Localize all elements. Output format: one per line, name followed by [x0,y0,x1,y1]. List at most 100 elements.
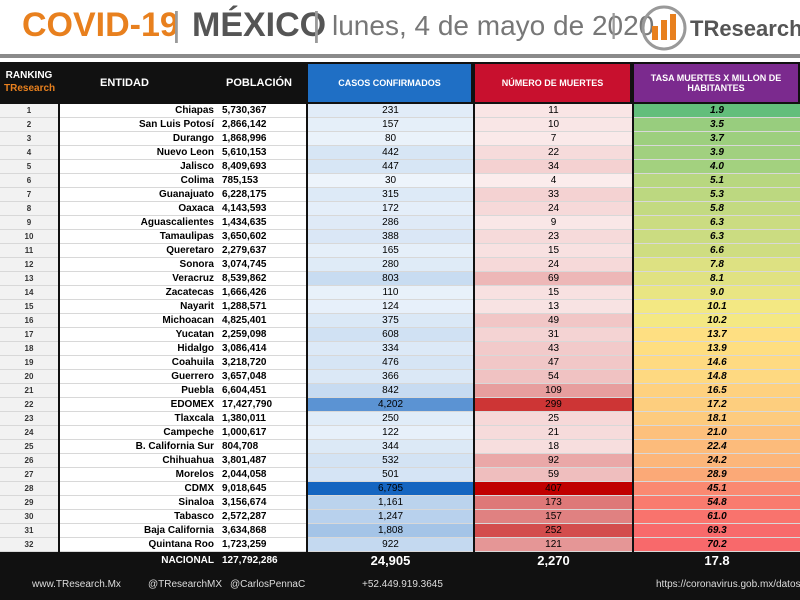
rate: 6.6 [634,244,800,258]
deaths: 25 [475,412,632,426]
state: Baja California [60,524,218,538]
population: 2,572,287 [218,510,306,524]
deaths: 4 [475,174,632,188]
rate: 18.1 [634,412,800,426]
state: Michoacan [60,314,218,328]
deaths: 18 [475,440,632,454]
rank: 9 [0,216,58,230]
cases: 334 [308,342,473,356]
state: Queretaro [60,244,218,258]
population: 1,434,635 [218,216,306,230]
population: 3,156,674 [218,496,306,510]
deaths: 47 [475,356,632,370]
rank: 17 [0,328,58,342]
population: 785,153 [218,174,306,188]
population: 2,279,637 [218,244,306,258]
state: Tabasco [60,510,218,524]
rate: 5.1 [634,174,800,188]
rank: 14 [0,286,58,300]
deaths: 24 [475,202,632,216]
state: Yucatan [60,328,218,342]
state: Colima [60,174,218,188]
rate: 22.4 [634,440,800,454]
rank: 25 [0,440,58,454]
state: Campeche [60,426,218,440]
state: Coahuila [60,356,218,370]
logo-icon [641,5,687,51]
deaths: 15 [475,286,632,300]
separator: | [610,8,618,39]
state: CDMX [60,482,218,496]
rate: 7.8 [634,258,800,272]
column-header: POBLACIÓN [218,64,304,102]
rank: 21 [0,384,58,398]
rate: 10.1 [634,300,800,314]
population: 5,730,367 [218,104,306,118]
deaths: 407 [475,482,632,496]
rank: 3 [0,132,58,146]
rate: 13.9 [634,342,800,356]
cases: 375 [308,314,473,328]
cases: 532 [308,454,473,468]
deaths: 157 [475,510,632,524]
state: Aguascalientes [60,216,218,230]
deaths: 92 [475,454,632,468]
state: Sinaloa [60,496,218,510]
cases: 366 [308,370,473,384]
rate: 21.0 [634,426,800,440]
column-header: RANKING [0,64,58,102]
rate: 3.5 [634,118,800,132]
cases: 803 [308,272,473,286]
rate: 5.3 [634,188,800,202]
separator: | [172,6,181,44]
footer-handle: @CarlosPennaC [230,579,306,590]
cases: 1,808 [308,524,473,538]
rank: 2 [0,118,58,132]
rate: 45.1 [634,482,800,496]
rate: 54.8 [634,496,800,510]
cases: 80 [308,132,473,146]
title-covid: COVID-19 [22,6,179,44]
rate: 10.2 [634,314,800,328]
state: Quintana Roo [60,538,218,552]
cases: 286 [308,216,473,230]
population: 2,259,098 [218,328,306,342]
rate: 8.1 [634,272,800,286]
population: 5,610,153 [218,146,306,160]
logo-text: TResearch [690,16,800,41]
state: Puebla [60,384,218,398]
deaths: 54 [475,370,632,384]
rank: 15 [0,300,58,314]
rate: 14.6 [634,356,800,370]
rate: 1.9 [634,104,800,118]
separator: | [312,6,321,44]
state: Nuevo Leon [60,146,218,160]
population: 3,801,487 [218,454,306,468]
cases: 842 [308,384,473,398]
state: Guerrero [60,370,218,384]
population: 3,218,720 [218,356,306,370]
deaths: 22 [475,146,632,160]
population: 3,650,602 [218,230,306,244]
population: 6,228,175 [218,188,306,202]
deaths: 11 [475,104,632,118]
date: lunes, 4 de mayo de 2020 [332,10,655,41]
population: 1,288,571 [218,300,306,314]
rate: 13.7 [634,328,800,342]
population: 804,708 [218,440,306,454]
population: 17,427,790 [218,398,306,412]
state: Tlaxcala [60,412,218,426]
rate: 17.2 [634,398,800,412]
cases: 165 [308,244,473,258]
deaths: 34 [475,160,632,174]
population: 3,657,048 [218,370,306,384]
rank: 8 [0,202,58,216]
population: 1,723,259 [218,538,306,552]
population: 1,380,011 [218,412,306,426]
rate: 70.2 [634,538,800,552]
rank: 6 [0,174,58,188]
rank: 20 [0,370,58,384]
rate: 5.8 [634,202,800,216]
cases: 442 [308,146,473,160]
